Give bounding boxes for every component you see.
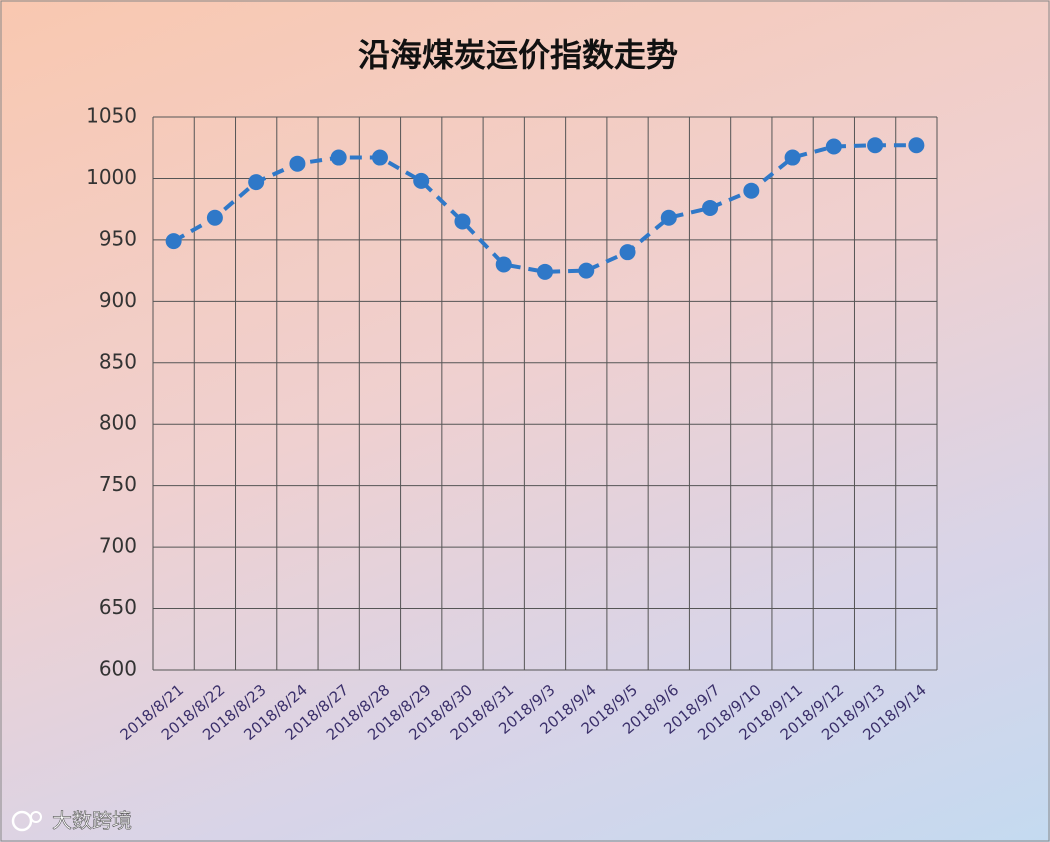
y-tick-label: 1000 — [86, 165, 137, 189]
y-tick-label: 700 — [99, 534, 137, 558]
point — [330, 149, 347, 166]
y-tick-label: 650 — [99, 595, 137, 619]
point — [743, 182, 760, 199]
point — [371, 149, 388, 166]
point — [784, 149, 801, 166]
point — [702, 199, 719, 216]
point — [454, 213, 471, 230]
point — [578, 262, 595, 279]
y-tick-label: 600 — [99, 657, 137, 681]
watermark-logo — [11, 810, 42, 832]
point — [619, 244, 636, 261]
point — [413, 172, 430, 189]
y-tick-label: 750 — [99, 472, 137, 496]
y-tick-label: 1050 — [86, 104, 137, 128]
y-tick-label: 900 — [99, 288, 137, 312]
chart-title: 沿海煤炭运价指数走势 — [358, 36, 678, 74]
point — [660, 209, 677, 226]
point — [867, 137, 884, 154]
point — [537, 263, 553, 280]
y-tick-label: 850 — [99, 349, 137, 373]
point — [825, 138, 842, 155]
point — [908, 137, 925, 154]
point — [495, 256, 512, 273]
point — [165, 233, 182, 250]
point — [289, 155, 306, 172]
point — [248, 174, 265, 191]
y-tick-label: 950 — [99, 226, 137, 250]
point — [206, 209, 223, 226]
y-tick-label: 800 — [99, 411, 137, 435]
line — [172, 143, 917, 274]
watermark: 大数跨境 — [52, 809, 132, 833]
